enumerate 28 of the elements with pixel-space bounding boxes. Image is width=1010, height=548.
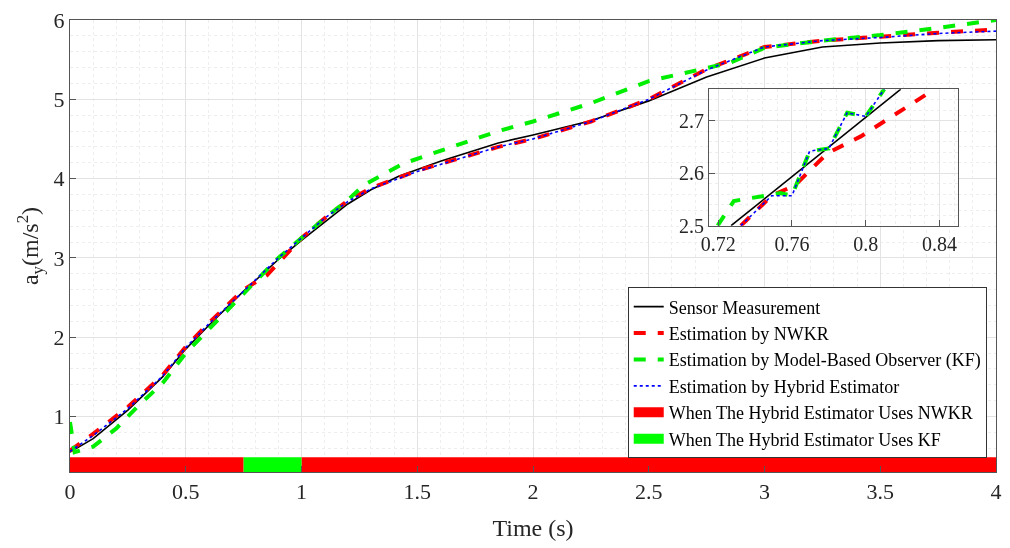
y-tick-label: 5 <box>53 87 65 112</box>
legend-label: Estimation by Model-Based Observer (KF) <box>668 350 981 372</box>
x-tick-label: 2 <box>527 479 539 505</box>
y-tick-label: 6 <box>53 7 65 33</box>
x-tick-label: 4 <box>990 479 1002 505</box>
x-tick-label: 3 <box>759 479 770 505</box>
x-tick-label: 3.5 <box>866 479 894 505</box>
x-tick-label: 0 <box>64 479 76 505</box>
y-tick-label: 4 <box>53 166 65 192</box>
x-tick-label: 0.8 <box>853 232 879 255</box>
y-tick-label: 1 <box>53 404 65 430</box>
line-series <box>715 89 887 226</box>
x-tick-label: 2.5 <box>635 479 663 505</box>
x-tick-label: 0.5 <box>172 479 200 505</box>
y-tick-label: 2.6 <box>678 162 704 185</box>
legend-label: Sensor Measurement <box>668 297 821 318</box>
legend-label: When The Hybrid Estimator Uses NWKR <box>668 403 973 424</box>
x-tick-label: 1 <box>296 479 307 505</box>
legend-label: Estimation by Hybrid Estimator <box>668 376 900 397</box>
line-series <box>740 89 886 226</box>
legend-label: Estimation by NWKR <box>668 324 829 345</box>
x-tick-label: 1.5 <box>403 479 431 505</box>
y-tick-label: 2 <box>53 324 65 350</box>
legend-label: When The Hybrid Estimator Uses KF <box>668 429 941 450</box>
x-tick-label: 0.84 <box>922 232 958 255</box>
y-tick-label: 2.7 <box>678 109 704 132</box>
x-axis-title: Time (s) <box>492 514 574 541</box>
x-tick-label: 0.76 <box>774 232 810 255</box>
